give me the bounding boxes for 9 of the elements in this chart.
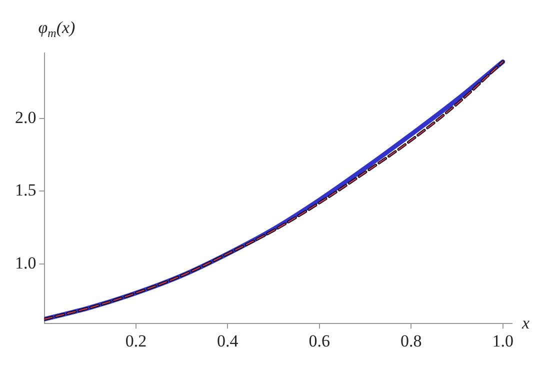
y-tick-label: 1.5 <box>15 180 36 200</box>
y-tick-label: 2.0 <box>15 108 36 127</box>
x-tick-label: 0.4 <box>217 331 239 350</box>
x-tick-label: 0.6 <box>308 331 330 350</box>
x-tick-label: 0.2 <box>125 331 147 350</box>
x-axis-title: x <box>521 314 530 333</box>
x-tick-label: 1.0 <box>492 331 514 350</box>
y-tick-label: 1.0 <box>15 253 36 272</box>
x-tick-label: 0.8 <box>400 331 422 350</box>
